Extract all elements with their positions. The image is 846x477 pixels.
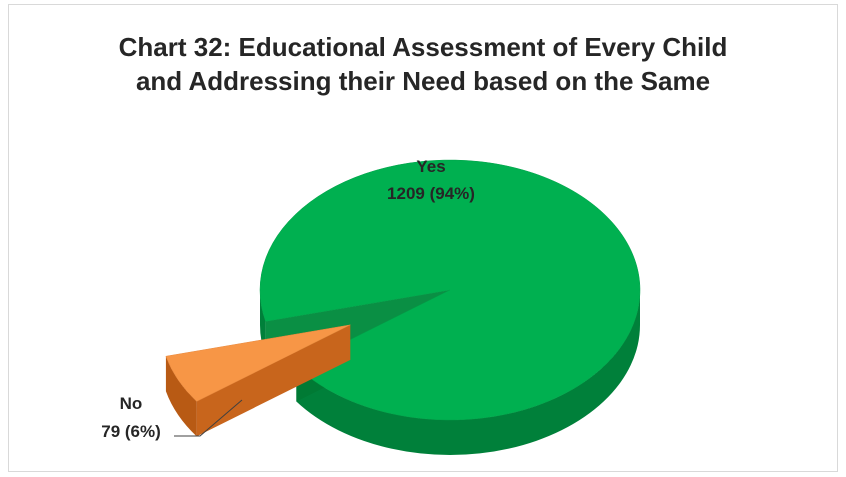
pie-slice-side-no bbox=[165, 356, 197, 437]
data-label-no-name: No bbox=[120, 394, 143, 413]
pie-slice-no bbox=[165, 324, 351, 402]
pie-slice-yes bbox=[259, 159, 641, 421]
data-label-yes-name: Yes bbox=[416, 157, 445, 176]
data-label-yes-value: 1209 (94%) bbox=[387, 184, 475, 203]
chart-title: Chart 32: Educational Assessment of Ever… bbox=[0, 30, 846, 98]
leader-line-no bbox=[174, 399, 243, 437]
chart-title-line-2: and Addressing their Need based on the S… bbox=[135, 66, 711, 96]
chart-title-line-1: Chart 32: Educational Assessment of Ever… bbox=[118, 32, 728, 62]
pie-slice-side-yes bbox=[260, 290, 640, 455]
data-label-no-value: 79 (6%) bbox=[101, 422, 161, 441]
pie-slice-wall-no bbox=[196, 324, 351, 437]
